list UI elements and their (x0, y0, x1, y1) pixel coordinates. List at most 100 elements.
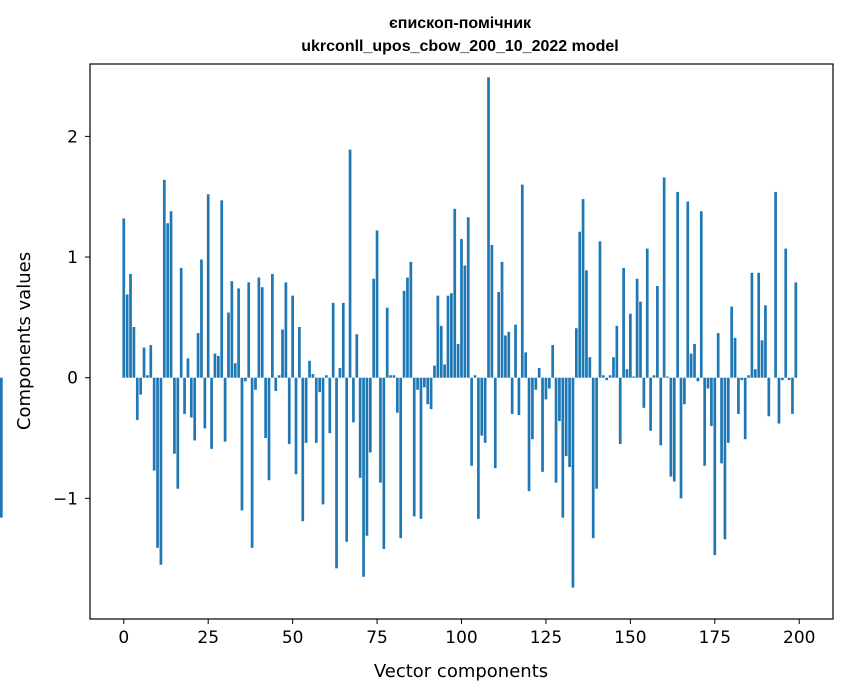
bar (703, 377, 707, 466)
bar (787, 377, 791, 381)
bar (348, 149, 352, 378)
bar (780, 377, 784, 381)
bar (294, 377, 298, 475)
bar (210, 377, 213, 449)
bar (223, 377, 227, 442)
bar (693, 343, 696, 378)
bar (750, 272, 754, 378)
bar (662, 177, 666, 378)
bar (173, 377, 176, 454)
bar (213, 353, 217, 378)
bar (757, 272, 761, 378)
y-axis-ticks: −1 0 1 2 (53, 127, 90, 509)
bar (730, 306, 734, 378)
bar (477, 377, 480, 519)
bar (352, 377, 355, 423)
bar (747, 375, 750, 378)
bar (473, 375, 477, 378)
bar (132, 327, 136, 378)
chart-title: єпископ-помічник (389, 15, 532, 32)
bar (659, 377, 663, 446)
bar (284, 282, 288, 378)
bar (389, 375, 392, 378)
bar (652, 375, 656, 378)
bar (402, 290, 406, 378)
bar (774, 191, 777, 378)
bar (585, 270, 588, 378)
bar (760, 340, 764, 378)
x-tick-label: 175 (699, 628, 731, 648)
bar (794, 282, 798, 378)
bar (375, 230, 379, 378)
bar (456, 343, 460, 378)
bar (743, 377, 747, 440)
bar (517, 377, 521, 416)
bar (162, 179, 166, 378)
x-tick-label: 125 (530, 628, 562, 648)
bar (635, 278, 639, 378)
bar (450, 293, 453, 378)
bar (416, 377, 419, 390)
bar (683, 377, 686, 405)
bar (331, 302, 335, 378)
bar (267, 377, 271, 481)
bar (480, 377, 484, 436)
y-tick-label: 0 (67, 369, 78, 389)
bar (740, 377, 744, 381)
bar (250, 377, 254, 548)
bar (716, 333, 720, 378)
bar (291, 295, 294, 378)
bar (216, 355, 220, 378)
bar (230, 281, 234, 378)
bar (723, 377, 727, 540)
bar (645, 248, 649, 378)
bar (281, 329, 284, 378)
bar (618, 377, 622, 445)
bar (574, 328, 578, 378)
bar (429, 377, 433, 410)
bar (423, 377, 426, 388)
bar (193, 377, 197, 441)
bar (510, 377, 514, 414)
bar (355, 334, 359, 378)
bar (656, 286, 659, 378)
bar (274, 377, 278, 391)
bar (257, 277, 261, 378)
x-tick-label: 50 (282, 628, 304, 648)
bar (301, 377, 305, 522)
bar (720, 377, 723, 464)
bar (406, 277, 409, 378)
x-axis-ticks: 0 25 50 75 100 125 150 175 200 (118, 619, 815, 648)
chart-subtitle: ukrconll_upos_cbow_200_10_2022 model (301, 38, 618, 55)
bar (321, 377, 325, 505)
bar (254, 377, 257, 390)
bar (726, 377, 730, 443)
y-axis-label: Components values (14, 252, 35, 430)
bar (507, 331, 511, 378)
bar (399, 377, 403, 539)
bar (679, 377, 683, 499)
bar (767, 377, 771, 417)
bar (500, 261, 504, 378)
bar (135, 377, 139, 420)
bar (264, 377, 267, 439)
bar (564, 377, 568, 457)
bar (764, 305, 767, 378)
plot-frame (89, 63, 834, 620)
bar (463, 265, 467, 378)
bar (379, 377, 382, 483)
bar (460, 238, 463, 378)
bar (608, 375, 612, 378)
y-tick-label: 2 (67, 127, 78, 147)
bar (311, 374, 315, 378)
bar (358, 377, 362, 478)
bar (196, 333, 200, 378)
bar (159, 377, 163, 565)
bar (385, 307, 389, 378)
bar (122, 218, 126, 378)
y-tick-label: 1 (67, 248, 78, 268)
bar (189, 377, 193, 418)
bar (551, 345, 555, 378)
bar (220, 200, 224, 378)
